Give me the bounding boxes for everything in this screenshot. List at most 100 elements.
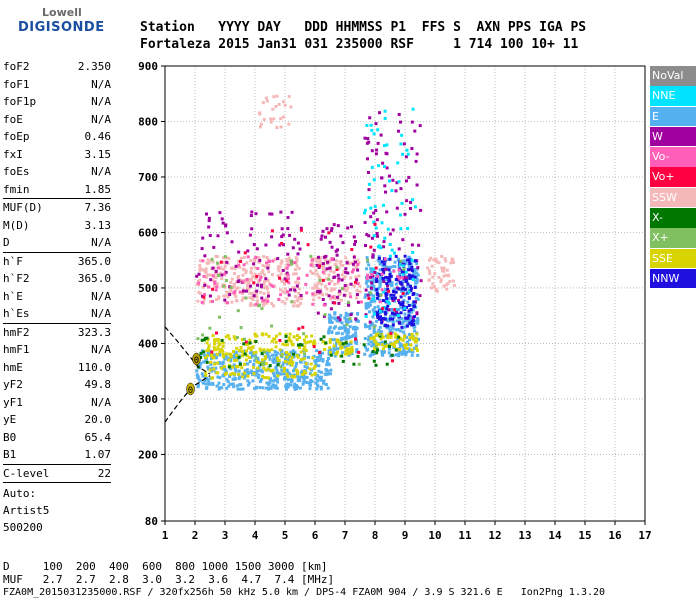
echo-point bbox=[206, 351, 210, 355]
echo-point bbox=[224, 369, 228, 373]
echo-point bbox=[246, 374, 250, 378]
echo-point bbox=[213, 281, 217, 285]
echo-point bbox=[299, 358, 303, 362]
param-value: 0.46 bbox=[84, 130, 112, 143]
echo-point bbox=[240, 338, 244, 342]
echo-point bbox=[393, 251, 396, 255]
echo-point bbox=[318, 278, 322, 282]
echo-point bbox=[394, 282, 398, 286]
param-value: 49.8 bbox=[84, 378, 112, 391]
echo-point bbox=[349, 261, 353, 265]
echo-point bbox=[283, 301, 287, 305]
echo-point bbox=[392, 290, 396, 293]
echo-point bbox=[336, 347, 339, 351]
echo-point bbox=[261, 386, 265, 390]
echo-point bbox=[274, 384, 278, 388]
echo-point bbox=[295, 299, 299, 303]
echo-point bbox=[272, 117, 276, 121]
echo-point bbox=[413, 315, 416, 319]
echo-point bbox=[255, 334, 259, 338]
param-group-muf: MUF(D) 7.36 M(D) 3.13 D N/A bbox=[3, 199, 111, 252]
echo-point bbox=[388, 232, 392, 236]
echo-point bbox=[317, 274, 321, 278]
echo-point bbox=[335, 265, 339, 269]
echo-point bbox=[242, 342, 246, 346]
echo-point bbox=[303, 355, 307, 359]
echo-point bbox=[312, 339, 316, 343]
echo-point bbox=[289, 358, 293, 362]
echo-point bbox=[314, 362, 318, 366]
echo-point bbox=[197, 281, 201, 285]
echo-point bbox=[400, 282, 404, 286]
echo-point bbox=[281, 363, 285, 367]
echo-point bbox=[278, 265, 282, 269]
x-tick-label: 13 bbox=[518, 529, 531, 542]
echo-point bbox=[412, 272, 416, 276]
echo-point bbox=[327, 329, 331, 333]
echo-point bbox=[389, 343, 393, 347]
echo-point bbox=[399, 187, 403, 191]
echo-point bbox=[287, 293, 291, 297]
echo-point bbox=[379, 318, 383, 322]
echo-point bbox=[435, 259, 439, 263]
echo-point bbox=[277, 269, 281, 273]
echo-point bbox=[370, 281, 374, 285]
echo-point bbox=[415, 296, 418, 300]
echo-point bbox=[208, 294, 212, 298]
echo-point bbox=[259, 122, 263, 126]
echo-point bbox=[406, 258, 410, 262]
echo-point bbox=[433, 272, 437, 276]
echo-point bbox=[242, 376, 246, 380]
echo-point bbox=[407, 347, 411, 351]
echo-point bbox=[311, 258, 314, 262]
echo-point bbox=[264, 96, 268, 100]
echo-point bbox=[250, 346, 254, 350]
echo-point bbox=[444, 283, 448, 287]
echo-point bbox=[282, 100, 286, 104]
echo-point bbox=[401, 302, 405, 306]
echo-point bbox=[375, 351, 379, 355]
echo-point bbox=[371, 350, 375, 353]
echo-point bbox=[254, 276, 258, 280]
echo-point bbox=[286, 375, 290, 379]
echo-point bbox=[313, 364, 317, 368]
echo-point bbox=[389, 293, 393, 297]
echo-point bbox=[369, 279, 373, 283]
x-tick-label: 4 bbox=[252, 529, 259, 542]
echo-point bbox=[270, 348, 274, 352]
echo-point bbox=[332, 223, 336, 227]
echo-point bbox=[315, 284, 319, 288]
echo-point bbox=[271, 259, 275, 263]
echo-point bbox=[319, 387, 323, 391]
ionogram-parameters: foF2 2.350 foF1 N/A foF1p N/A foE N/A foEp 0.46 fx… bbox=[3, 58, 111, 535]
echo-point bbox=[310, 373, 314, 377]
echo-point bbox=[344, 349, 348, 353]
param-key: foF1p bbox=[3, 95, 37, 108]
echo-point bbox=[338, 316, 342, 320]
echo-point bbox=[391, 321, 395, 325]
echo-point bbox=[260, 377, 264, 381]
echo-point bbox=[241, 375, 245, 379]
echo-point bbox=[298, 343, 302, 346]
param-key: fmin bbox=[3, 182, 30, 196]
echo-point bbox=[275, 94, 279, 98]
echo-point bbox=[284, 334, 288, 338]
echo-point bbox=[264, 243, 268, 247]
echo-point bbox=[234, 299, 238, 303]
echo-point bbox=[296, 372, 300, 376]
echo-point bbox=[222, 284, 226, 288]
echo-point bbox=[272, 383, 275, 387]
echo-point bbox=[328, 266, 332, 270]
echo-point bbox=[241, 292, 245, 295]
echo-point bbox=[288, 339, 292, 343]
echo-point bbox=[411, 319, 415, 323]
legend-item: Vo- bbox=[650, 147, 696, 167]
echo-point bbox=[339, 314, 343, 317]
echo-point bbox=[406, 227, 410, 230]
echo-point bbox=[402, 351, 406, 355]
param-value: 1.85 bbox=[84, 182, 112, 196]
echo-point bbox=[289, 259, 293, 263]
echo-point bbox=[259, 380, 263, 384]
echo-point bbox=[285, 263, 289, 267]
echo-point bbox=[379, 246, 383, 250]
